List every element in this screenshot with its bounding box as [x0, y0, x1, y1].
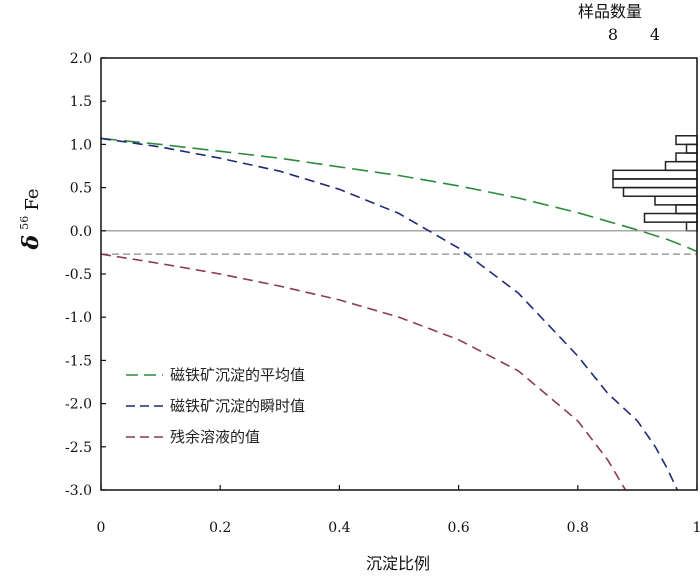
x-tick-label-3: 0.6 [447, 520, 469, 536]
histogram-bar-10 [685, 221, 698, 232]
y-axis-title-element: Fe [22, 188, 43, 210]
y-tick-label-8: -2.0 [65, 397, 92, 413]
ticks-layer: 0 0.2 0.4 0.6 0.8 1 2.0 1.5 1.0 0.5 0.0 -0.5 -1.0 -1.… [65, 51, 700, 536]
histogram-count-tick-0: 8 [608, 25, 618, 44]
histogram-bar-6 [622, 186, 698, 197]
histogram-bar-3 [664, 160, 698, 172]
series-line-0 [100, 137, 698, 253]
legend-label-0: 磁铁矿沉淀的平均值 [170, 366, 305, 384]
y-axis-title-greek: δ [18, 235, 44, 251]
y-tick-label-9: -2.5 [65, 440, 92, 456]
x-tick-label-4: 0.8 [567, 520, 589, 536]
histogram-bar-9 [643, 212, 698, 223]
y-axis-title-superscript: 56 [18, 216, 31, 230]
y-tick-label-5: -0.5 [65, 267, 92, 283]
histogram-bar-8 [675, 204, 698, 215]
x-axis-title: 沉淀比例 [366, 554, 430, 573]
y-tick-label-0: 2.0 [70, 51, 92, 67]
histogram-bar-1 [685, 143, 698, 154]
legend-label-1: 磁铁矿沉淀的瞬时值 [170, 397, 305, 415]
x-tick-label-0: 0 [97, 520, 106, 536]
histogram-count-tick-1: 4 [650, 25, 660, 44]
series-line-1 [100, 137, 679, 491]
plot-frame [100, 57, 698, 491]
series-line-2 [100, 253, 627, 491]
histogram-bar-2 [675, 152, 698, 163]
series-layer [100, 137, 698, 491]
y-tick-label-1: 1.5 [70, 94, 92, 110]
histogram-bar-4 [612, 169, 698, 180]
y-tick-label-7: -1.5 [65, 353, 92, 369]
legend-label-2: 残余溶液的值 [170, 428, 260, 446]
y-tick-label-2: 1.0 [70, 137, 92, 153]
histogram-bar-0 [675, 135, 698, 146]
y-tick-label-10: -3.0 [65, 483, 92, 499]
histogram-bar-5 [612, 178, 698, 189]
y-tick-label-6: -1.0 [65, 310, 92, 326]
x-tick-label-1: 0.2 [209, 520, 231, 536]
histogram-bar-7 [654, 195, 698, 206]
y-tick-label-3: 0.5 [70, 181, 92, 197]
x-tick-label-5: 1 [693, 520, 700, 536]
x-tick-label-2: 0.4 [328, 520, 350, 536]
histogram-title: 样品数量 [578, 2, 642, 21]
y-axis-title: δ 56 Fe [13, 188, 44, 250]
y-tick-label-4: 0.0 [70, 224, 92, 240]
